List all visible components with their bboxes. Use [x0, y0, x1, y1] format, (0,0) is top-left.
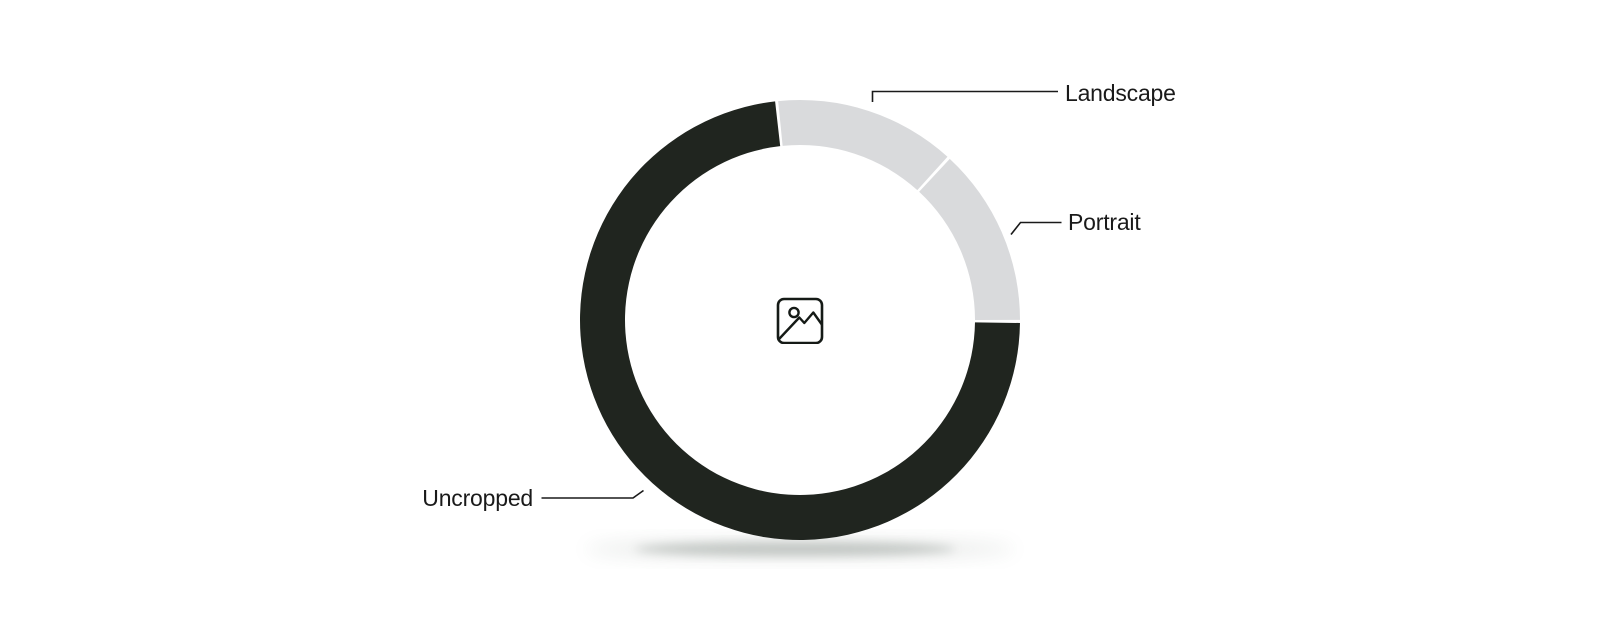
leader-line-portrait: [1010, 221, 1062, 235]
chart-shadow-core: [635, 542, 955, 556]
segment-portrait[interactable]: [919, 158, 1020, 320]
leader-line-uncropped: [541, 489, 644, 499]
leader-line-landscape: [871, 90, 1058, 102]
chart-label-uncropped: Uncropped: [422, 485, 533, 511]
donut-segments: [580, 100, 1020, 540]
segment-landscape[interactable]: [778, 100, 948, 191]
image-icon: [776, 297, 824, 344]
chart-label-portrait: Portrait: [1068, 209, 1141, 235]
chart-label-landscape: Landscape: [1065, 80, 1176, 106]
